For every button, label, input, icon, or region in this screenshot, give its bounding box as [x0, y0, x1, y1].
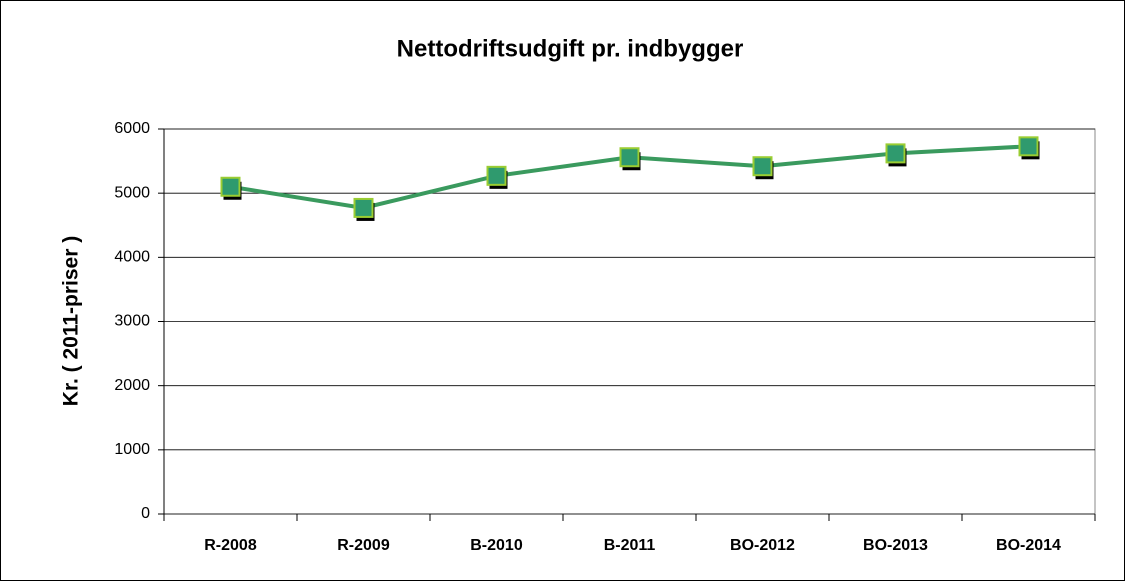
x-tick-label: R-2008 — [204, 537, 257, 554]
marker — [353, 197, 374, 218]
y-tick-label: 3000 — [114, 313, 150, 330]
y-tick-label: 1000 — [114, 441, 150, 458]
marker — [752, 156, 773, 177]
marker — [885, 143, 906, 164]
chart-title: Nettodriftsudgift pr. indbygger — [397, 35, 744, 62]
y-axis-label: Kr. ( 2011-priser ) — [60, 236, 83, 406]
y-tick-label: 4000 — [114, 249, 150, 266]
x-tick-label: BO-2012 — [730, 537, 795, 554]
marker — [619, 147, 640, 168]
marker — [1018, 136, 1039, 157]
marker — [220, 176, 241, 197]
x-tick-label: B-2011 — [604, 537, 656, 554]
y-tick-label: 5000 — [114, 184, 150, 201]
x-tick-label: BO-2014 — [996, 537, 1061, 554]
marker — [486, 165, 507, 186]
x-tick-label: B-2010 — [470, 537, 523, 554]
y-tick-label: 2000 — [114, 377, 150, 394]
x-tick-label: R-2009 — [337, 537, 390, 554]
y-tick-label: 0 — [141, 505, 150, 522]
y-tick-label: 6000 — [114, 120, 150, 137]
x-tick-label: BO-2013 — [863, 537, 928, 554]
